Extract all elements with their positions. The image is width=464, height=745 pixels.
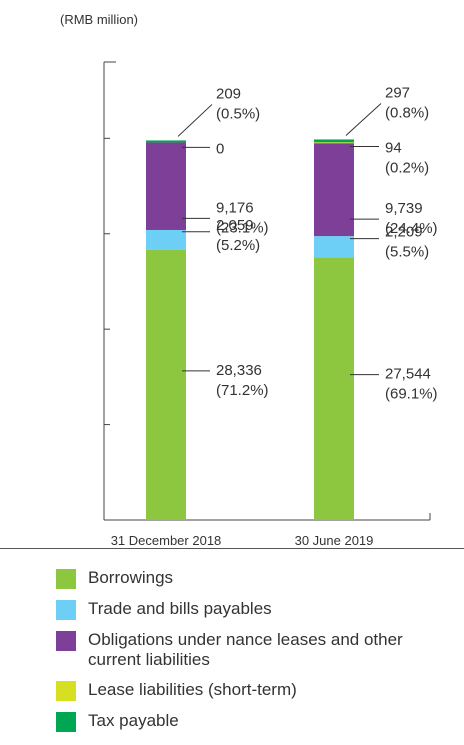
bar-segment [146,249,186,521]
data-label: 0 [216,140,224,157]
legend-swatch-tax-payable [56,712,76,732]
data-label: (0.2%) [385,159,429,176]
data-label: 94 [385,139,402,156]
bar-segment [314,142,354,144]
legend-label: Lease liabilities (short-term) [88,680,297,699]
data-label: (0.8%) [385,104,429,121]
label-leader-line [345,103,382,136]
legend-divider [0,548,464,549]
data-label: 9,176 [216,199,254,216]
legend-item-obligations: Obligations under nance leases and other… [56,630,456,670]
bar-segment [314,257,354,520]
legend-item-lease-liabilities: Lease liabilities (short-term) [56,680,456,701]
legend-label: Trade and bills payables [88,599,272,618]
x-tick-label: 30 June 2019 [295,533,374,545]
data-label: (5.5%) [385,244,429,261]
unit-label: (RMB million) [60,12,138,27]
data-label: 297 [385,84,410,101]
data-label: 28,336 [216,362,262,379]
stacked-bar-chart: (RMB million) 31 December 2018 28,336 (71.… [60,12,438,545]
x-tick-label: 31 December 2018 [111,533,222,545]
data-label: 9,739 [385,200,423,217]
data-label: (69.1%) [385,386,438,403]
legend-item-borrowings: Borrowings [56,568,456,589]
legend-swatch-lease-liabilities [56,681,76,701]
legend-swatch-borrowings [56,569,76,589]
legend-item-trade-payables: Trade and bills payables [56,599,456,620]
data-label: 2,059 [216,217,254,234]
bar-segment [146,229,186,250]
data-label: 209 [216,85,241,102]
legend-label: Obligations under nance leases and other… [88,630,403,669]
data-label: (71.2%) [216,382,269,399]
legend: Borrowings Trade and bills payables Obli… [56,568,456,742]
data-label: (23.1%) [216,219,269,236]
bar-segment [314,236,354,258]
legend-swatch-obligations [56,631,76,651]
data-label: (24.4%) [385,220,438,237]
legend-label: Tax payable [88,711,179,730]
data-label: (5.2%) [216,237,260,254]
legend-label: Borrowings [88,568,174,587]
label-leader-line [177,104,213,137]
legend-item-tax-payable: Tax payable [56,711,456,732]
legend-swatch-trade-payables [56,600,76,620]
data-label: 27,544 [385,366,431,383]
bar-segment [314,143,354,237]
bar-segment [146,142,186,230]
bar-segment [146,140,186,143]
bar-segment [314,139,354,143]
data-label: (0.5%) [216,105,260,122]
data-label: 2,209 [385,224,423,241]
